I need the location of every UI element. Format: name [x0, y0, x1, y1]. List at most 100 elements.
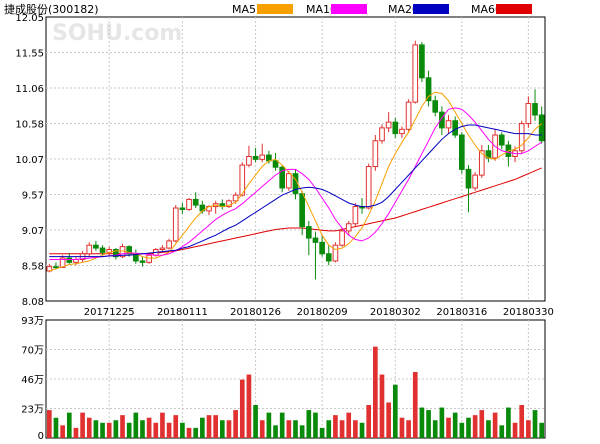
- volume-bar: [512, 422, 518, 438]
- legend-ma20-swatch: [413, 4, 449, 14]
- candle-down: [113, 248, 119, 258]
- volume-bar: [293, 420, 298, 438]
- candle-down: [192, 198, 199, 206]
- volume-bar: [439, 407, 445, 438]
- date-tick-label: 20180111: [157, 307, 208, 318]
- volume-bar: [459, 422, 465, 438]
- volume-bar: [486, 420, 491, 438]
- watermark: SOHU.com: [52, 21, 182, 46]
- candle-up: [146, 254, 152, 263]
- volume-bar: [319, 427, 325, 438]
- volume-bar: [353, 420, 358, 438]
- candle-down: [498, 134, 505, 146]
- candle-up: [518, 123, 525, 152]
- volume-bar: [133, 412, 139, 438]
- candle-up: [399, 128, 405, 135]
- volume-bar: [246, 374, 252, 438]
- volume-bar: [80, 412, 85, 438]
- volume-bar: [46, 410, 52, 438]
- candle-up: [246, 155, 252, 166]
- candle-up: [159, 247, 166, 250]
- date-tick-label: 20180316: [436, 307, 487, 318]
- candle-up: [345, 223, 352, 232]
- volume-bar: [532, 410, 538, 438]
- date-tick-label: 20180209: [297, 307, 348, 318]
- volume-bar: [273, 425, 278, 438]
- candle-down: [425, 77, 432, 102]
- candle-down: [392, 121, 399, 135]
- legend-ma60-swatch: [496, 4, 532, 14]
- price-tick-label: 8.58: [22, 262, 44, 273]
- volume-bar: [359, 422, 365, 438]
- candle-down: [292, 173, 299, 195]
- candle-down: [538, 114, 545, 142]
- volume-tick-label: 0: [38, 431, 44, 440]
- volume-tick-label: 46万: [21, 375, 44, 386]
- volume-bar: [506, 407, 511, 438]
- volume-bar: [120, 415, 125, 438]
- candle-up: [379, 127, 385, 142]
- ma20-line: [49, 124, 542, 258]
- volume-bar: [412, 372, 418, 438]
- legend-ma5-label: MA5: [232, 3, 256, 16]
- legend-ma60-label: MA60: [471, 3, 502, 16]
- volume-bar: [213, 415, 218, 438]
- candle-down: [439, 111, 445, 129]
- date-tick-label: 20180126: [230, 307, 281, 318]
- price-tick-label: 9.57: [22, 191, 44, 202]
- candle-up: [372, 140, 379, 168]
- candle-up: [365, 166, 372, 209]
- volume-bar: [432, 420, 438, 438]
- volume-bar: [472, 415, 478, 438]
- volume-bar: [259, 420, 265, 438]
- candle-down: [126, 246, 132, 255]
- candle-down: [299, 193, 305, 228]
- candle-down: [99, 247, 106, 253]
- volume-bar: [492, 412, 498, 438]
- volume-bar: [286, 420, 292, 438]
- candle-down: [266, 154, 272, 162]
- volume-bar: [299, 425, 305, 438]
- volume-bar: [373, 346, 378, 438]
- volume-bar: [313, 412, 318, 438]
- candle-down: [452, 120, 459, 136]
- price-tick-label: 11.06: [15, 84, 44, 95]
- candle-down: [432, 100, 439, 113]
- volume-bar: [106, 422, 112, 438]
- candle-down: [459, 134, 465, 170]
- price-tick-label: 10.07: [15, 155, 44, 166]
- volume-bar: [466, 417, 471, 438]
- volume-bar: [346, 412, 352, 438]
- legend-ma10-label: MA10: [306, 3, 337, 16]
- volume-bar: [519, 405, 525, 438]
- candle-up: [478, 150, 485, 176]
- volume-bar: [200, 417, 205, 438]
- volume-bar: [100, 422, 105, 438]
- volume-bar: [333, 415, 338, 438]
- candle-up: [286, 173, 292, 189]
- volume-bar: [193, 427, 199, 438]
- volume-bar: [126, 422, 132, 438]
- candle-up: [186, 198, 192, 210]
- date-tick-label: 20180302: [370, 307, 421, 318]
- candle-down: [53, 266, 59, 269]
- legend-ma10-swatch: [331, 4, 367, 14]
- volume-bar: [140, 420, 145, 438]
- candle-down: [272, 160, 279, 168]
- candle-down: [312, 237, 319, 243]
- volume-bar: [146, 417, 152, 438]
- volume-bar: [499, 425, 505, 438]
- candle-down: [279, 166, 286, 189]
- volume-bar: [60, 425, 65, 438]
- volume-bar: [160, 412, 165, 438]
- candle-down: [305, 226, 312, 239]
- candle-up: [412, 44, 419, 103]
- candle-up: [385, 121, 392, 129]
- volume-bar: [186, 427, 192, 438]
- stock-label: 捷成股份(300182): [4, 2, 99, 16]
- volume-bar: [339, 420, 345, 438]
- volume-bar: [180, 422, 185, 438]
- candle-up: [232, 194, 239, 202]
